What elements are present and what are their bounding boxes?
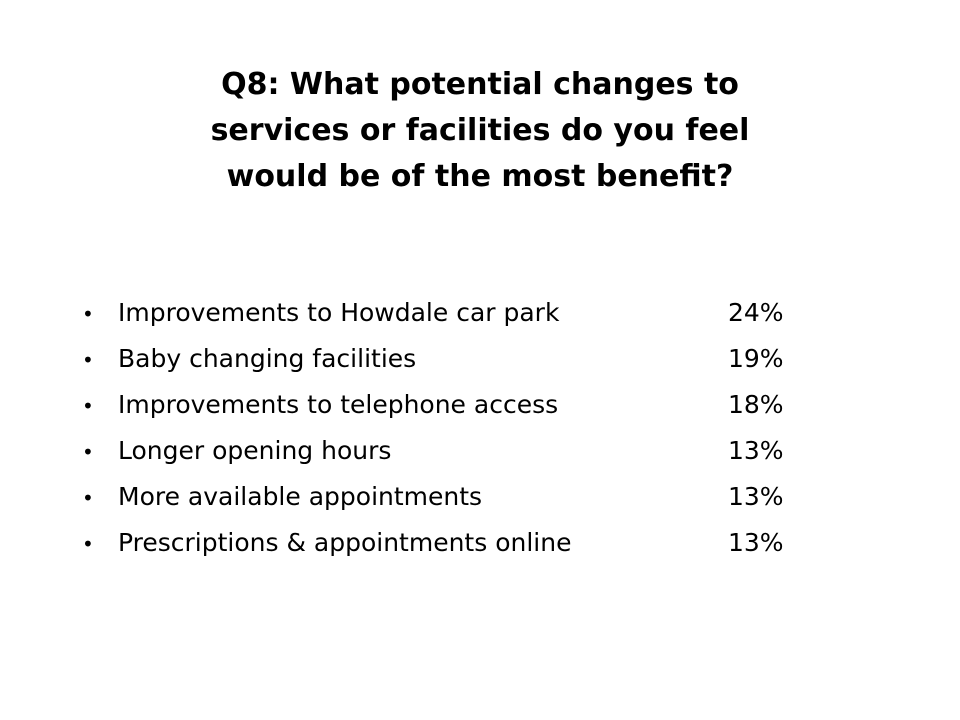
item-percentage: 24% [728, 298, 784, 327]
list-item: • Improvements to telephone access 18% [82, 382, 784, 428]
list-item: • Baby changing facilities 19% [82, 336, 784, 382]
item-label: Prescriptions & appointments online [118, 528, 572, 557]
bullet-icon: • [82, 394, 94, 418]
list-item: • Improvements to Howdale car park 24% [82, 290, 784, 336]
item-label: Baby changing facilities [118, 344, 417, 373]
list-item: • More available appointments 13% [82, 474, 784, 520]
item-percentage: 13% [728, 436, 784, 465]
slide-title: Q8: What potential changes to services o… [80, 62, 880, 200]
item-label: Improvements to telephone access [118, 390, 559, 419]
bullet-icon: • [82, 440, 94, 464]
title-line-3: would be of the most benefit? [226, 159, 734, 194]
list-item: • Longer opening hours 13% [82, 428, 784, 474]
bullet-icon: • [82, 348, 94, 372]
item-percentage: 18% [728, 390, 784, 419]
item-label: Improvements to Howdale car park [118, 298, 560, 327]
title-line-2: services or facilities do you feel [210, 113, 750, 148]
bullet-icon: • [82, 302, 94, 326]
item-percentage: 19% [728, 344, 784, 373]
response-list: • Improvements to Howdale car park 24% •… [82, 290, 784, 566]
bullet-icon: • [82, 486, 94, 510]
item-label: More available appointments [118, 482, 483, 511]
item-percentage: 13% [728, 482, 784, 511]
title-line-1: Q8: What potential changes to [221, 67, 739, 102]
bullet-icon: • [82, 532, 94, 556]
list-item: • Prescriptions & appointments online 13… [82, 520, 784, 566]
item-label: Longer opening hours [118, 436, 392, 465]
item-percentage: 13% [728, 528, 784, 557]
